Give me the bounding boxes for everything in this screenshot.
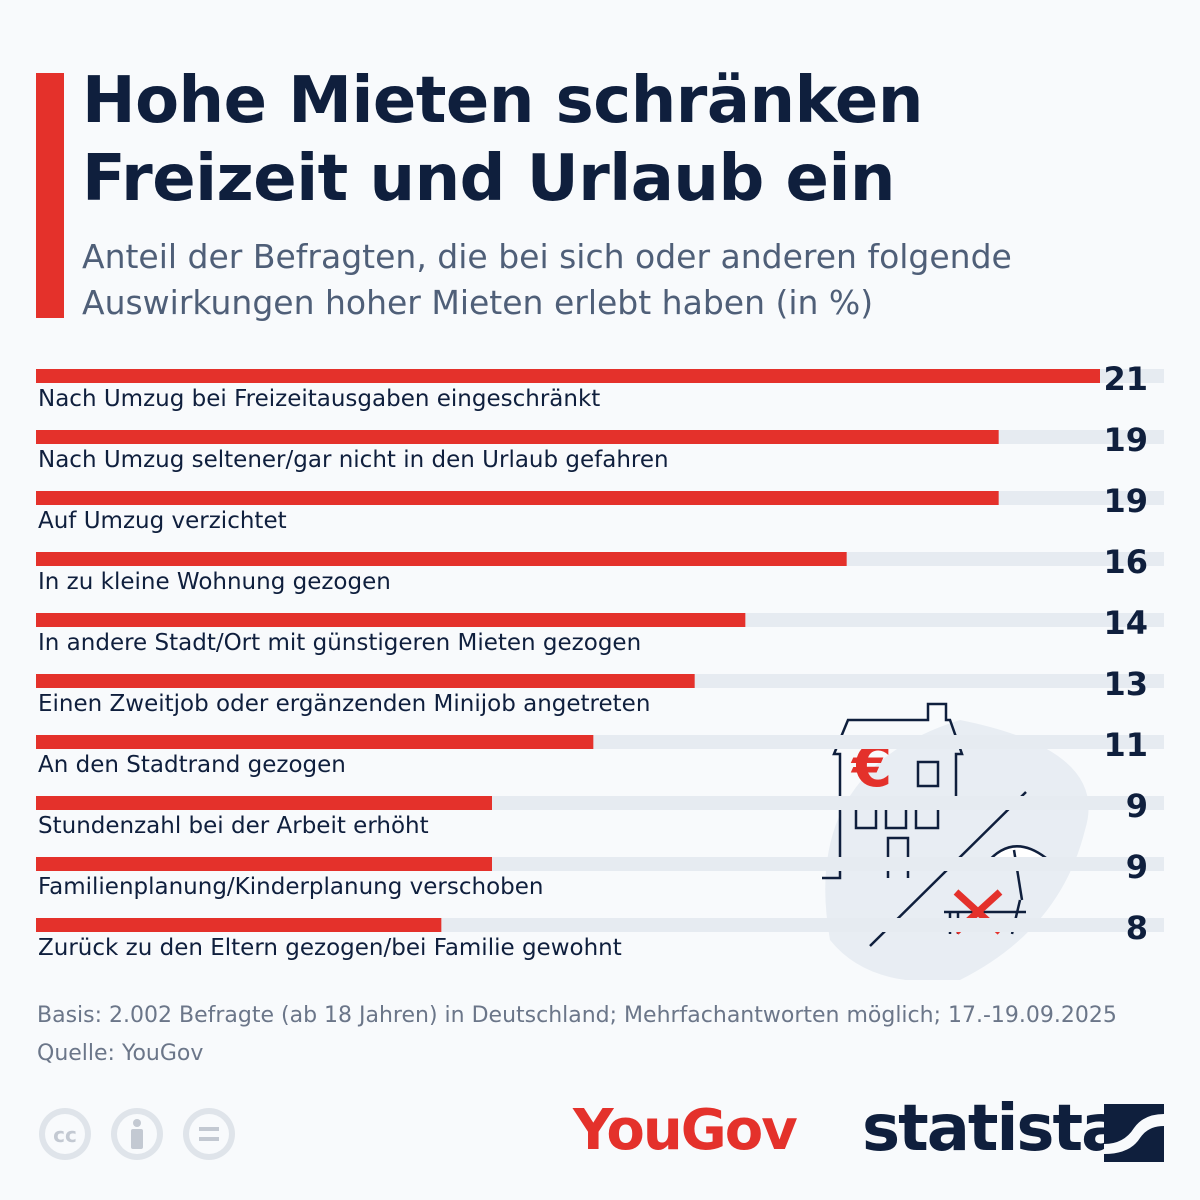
title-accent-bar — [36, 73, 64, 318]
chart-subtitle: Anteil der Befragten, die bei sich oder … — [82, 237, 1012, 322]
bar — [36, 552, 847, 566]
data-label: 21 — [1103, 360, 1148, 398]
data-label: 8 — [1126, 909, 1148, 947]
bar — [36, 674, 695, 688]
data-label: 19 — [1103, 482, 1148, 520]
bar — [36, 796, 492, 810]
yougov-logo[interactable]: YouGov — [573, 1098, 798, 1163]
category-label: Nach Umzug bei Freizeitausgaben eingesch… — [38, 386, 600, 412]
data-label: 19 — [1103, 421, 1148, 459]
cc-icon[interactable]: cc — [39, 1108, 91, 1160]
category-label: Zurück zu den Eltern gezogen/bei Familie… — [38, 935, 622, 961]
category-label: Stundenzahl bei der Arbeit erhöht — [38, 813, 429, 839]
category-label: Familienplanung/Kinderplanung verschoben — [38, 874, 543, 900]
category-label: In zu kleine Wohnung gezogen — [38, 569, 391, 595]
category-label: An den Stadtrand gezogen — [38, 752, 346, 778]
chart-title: Hohe Mieten schränken Freizeit und Urlau… — [82, 64, 923, 216]
category-label: In andere Stadt/Ort mit günstigeren Miet… — [38, 630, 641, 656]
bar — [36, 369, 1100, 383]
attribution-icon[interactable] — [111, 1108, 163, 1160]
bar — [36, 430, 999, 444]
bar — [36, 857, 492, 871]
data-label: 14 — [1103, 604, 1148, 642]
category-label: Nach Umzug seltener/gar nicht in den Url… — [38, 447, 669, 473]
bar — [36, 491, 999, 505]
svg-text:cc: cc — [53, 1123, 77, 1147]
data-label: 13 — [1103, 665, 1148, 703]
data-label: 9 — [1126, 787, 1148, 825]
category-label: Auf Umzug verzichtet — [38, 508, 287, 534]
source-note: Quelle: YouGov — [37, 1041, 204, 1066]
category-label: Einen Zweitjob oder ergänzenden Minijob … — [38, 691, 650, 717]
bar — [36, 613, 746, 627]
basis-note: Basis: 2.002 Befragte (ab 18 Jahren) in … — [37, 1003, 1117, 1028]
data-label: 11 — [1103, 726, 1148, 764]
statista-mark-icon[interactable] — [1104, 1104, 1164, 1162]
data-label: 9 — [1126, 848, 1148, 886]
bar — [36, 918, 442, 932]
no-derivatives-icon[interactable] — [183, 1108, 235, 1160]
data-label: 16 — [1103, 543, 1148, 581]
statista-logo[interactable]: statista — [862, 1092, 1124, 1166]
license-icons: cc — [39, 1108, 235, 1160]
bar — [36, 735, 594, 749]
